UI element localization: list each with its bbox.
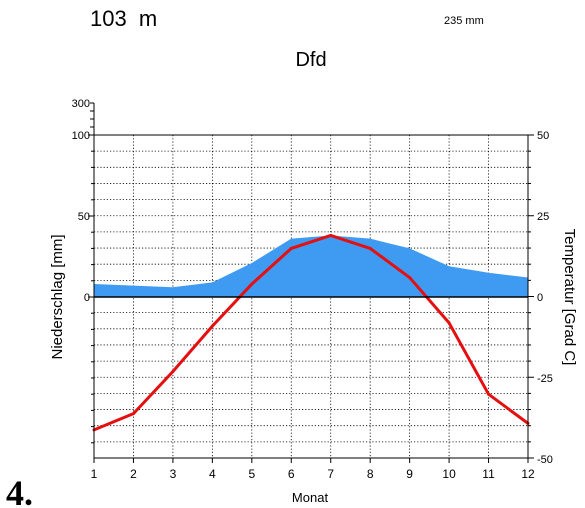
x-tick-label: 7 bbox=[327, 467, 334, 481]
climate-class-label: Dfd bbox=[295, 49, 326, 71]
y-axis-left-label: Niederschlag [mm] bbox=[49, 234, 66, 359]
x-tick-label: 6 bbox=[288, 467, 295, 481]
y-right-tick-label: -25 bbox=[537, 373, 553, 385]
temperature-point bbox=[408, 276, 412, 280]
x-tick-label: 2 bbox=[130, 467, 137, 481]
temperature-point bbox=[487, 392, 491, 396]
temperature-series bbox=[92, 233, 530, 432]
temperature-point bbox=[368, 246, 372, 250]
x-axis-label: Monat bbox=[292, 490, 329, 505]
x-tick-label: 5 bbox=[248, 467, 255, 481]
x-tick-label: 4 bbox=[209, 467, 216, 481]
elevation-label: 103 m bbox=[90, 6, 157, 31]
temperature-line bbox=[93, 233, 529, 432]
x-tick-label: 8 bbox=[367, 467, 374, 481]
temperature-point bbox=[171, 370, 175, 374]
y-left-tick-label: 0 bbox=[84, 292, 90, 304]
y-right-tick-label: 25 bbox=[537, 211, 549, 223]
y-left-tick-label: 50 bbox=[78, 211, 90, 223]
temperature-point bbox=[289, 246, 293, 250]
temperature-point bbox=[210, 324, 214, 328]
temperature-point bbox=[447, 321, 451, 325]
temperature-point bbox=[329, 233, 333, 237]
y-left-tick-label: 100 bbox=[72, 130, 90, 142]
x-tick-label: 10 bbox=[442, 467, 456, 481]
precipitation-series bbox=[94, 235, 528, 297]
y-right-tick-label: -50 bbox=[537, 454, 553, 466]
annual-precipitation-label: 235 mm bbox=[444, 15, 484, 27]
x-tick-label: 3 bbox=[170, 467, 177, 481]
x-tick-label: 9 bbox=[406, 467, 413, 481]
temperature-point bbox=[131, 412, 135, 416]
y-left-tick-label-extra: 300 bbox=[72, 98, 90, 110]
precipitation-area bbox=[94, 235, 528, 297]
y-axis-right-label: Temperatur [Grad C] bbox=[561, 229, 578, 366]
x-tick-label: 1 bbox=[91, 467, 98, 481]
x-tick-label: 12 bbox=[521, 467, 535, 481]
y-right-tick-label: 50 bbox=[537, 130, 549, 142]
temperature-point bbox=[250, 282, 254, 286]
x-tick-label: 11 bbox=[482, 467, 495, 481]
y-right-tick-label: 0 bbox=[537, 292, 543, 304]
figure-number: 4. bbox=[6, 473, 33, 508]
